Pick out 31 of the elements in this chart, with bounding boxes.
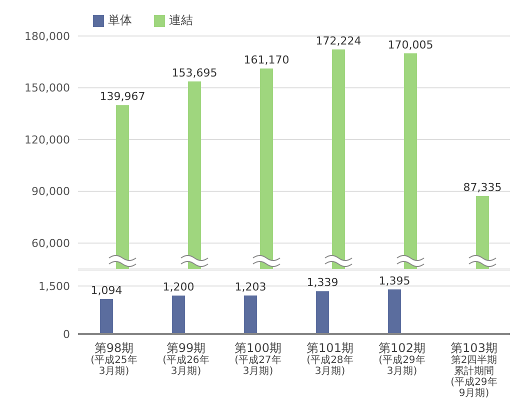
data-label: 1,094 — [90, 284, 122, 297]
data-label: 1,395 — [378, 274, 410, 288]
y-tick-label: 180,000 — [24, 30, 70, 43]
bar — [172, 296, 185, 334]
data-label: 87,335 — [463, 180, 502, 194]
data-label: 170,005 — [388, 38, 434, 52]
data-label: 1,200 — [162, 280, 194, 294]
y-tick-label: 150,000 — [24, 82, 70, 95]
y-tick-label: 0 — [63, 328, 70, 341]
data-label: 1,339 — [306, 276, 338, 290]
data-label: 172,224 — [316, 34, 362, 48]
y-tick-label: 120,000 — [24, 133, 70, 146]
data-label: 153,695 — [172, 66, 218, 80]
data-label: 161,170 — [244, 54, 290, 66]
x-tick-label: 第99期(平成26年3月期) — [162, 341, 210, 377]
text: 単体 — [108, 13, 132, 27]
y-tick-label: 90,000 — [32, 185, 70, 198]
x-tick-label: 第102期(平成29年3月期) — [378, 341, 426, 377]
bar — [244, 296, 257, 334]
data-label: 1,203 — [234, 280, 266, 294]
x-tick-label: 第103期第2四半期累計期間(平成29年9月期) — [450, 341, 498, 399]
y-tick-label: 1,500 — [38, 280, 70, 293]
bar — [388, 289, 401, 334]
x-tick-label: 第101期(平成28年3月期) — [306, 341, 354, 377]
data-label: 139,967 — [100, 90, 146, 104]
x-tick-label: 第98期(平成25年3月期) — [90, 341, 138, 377]
bar — [316, 291, 329, 334]
x-tick-label: 第100期(平成27年3月期) — [234, 341, 282, 377]
y-tick-label: 60,000 — [32, 237, 70, 250]
legend-label: 連結 — [168, 12, 193, 29]
bar — [100, 298, 113, 334]
